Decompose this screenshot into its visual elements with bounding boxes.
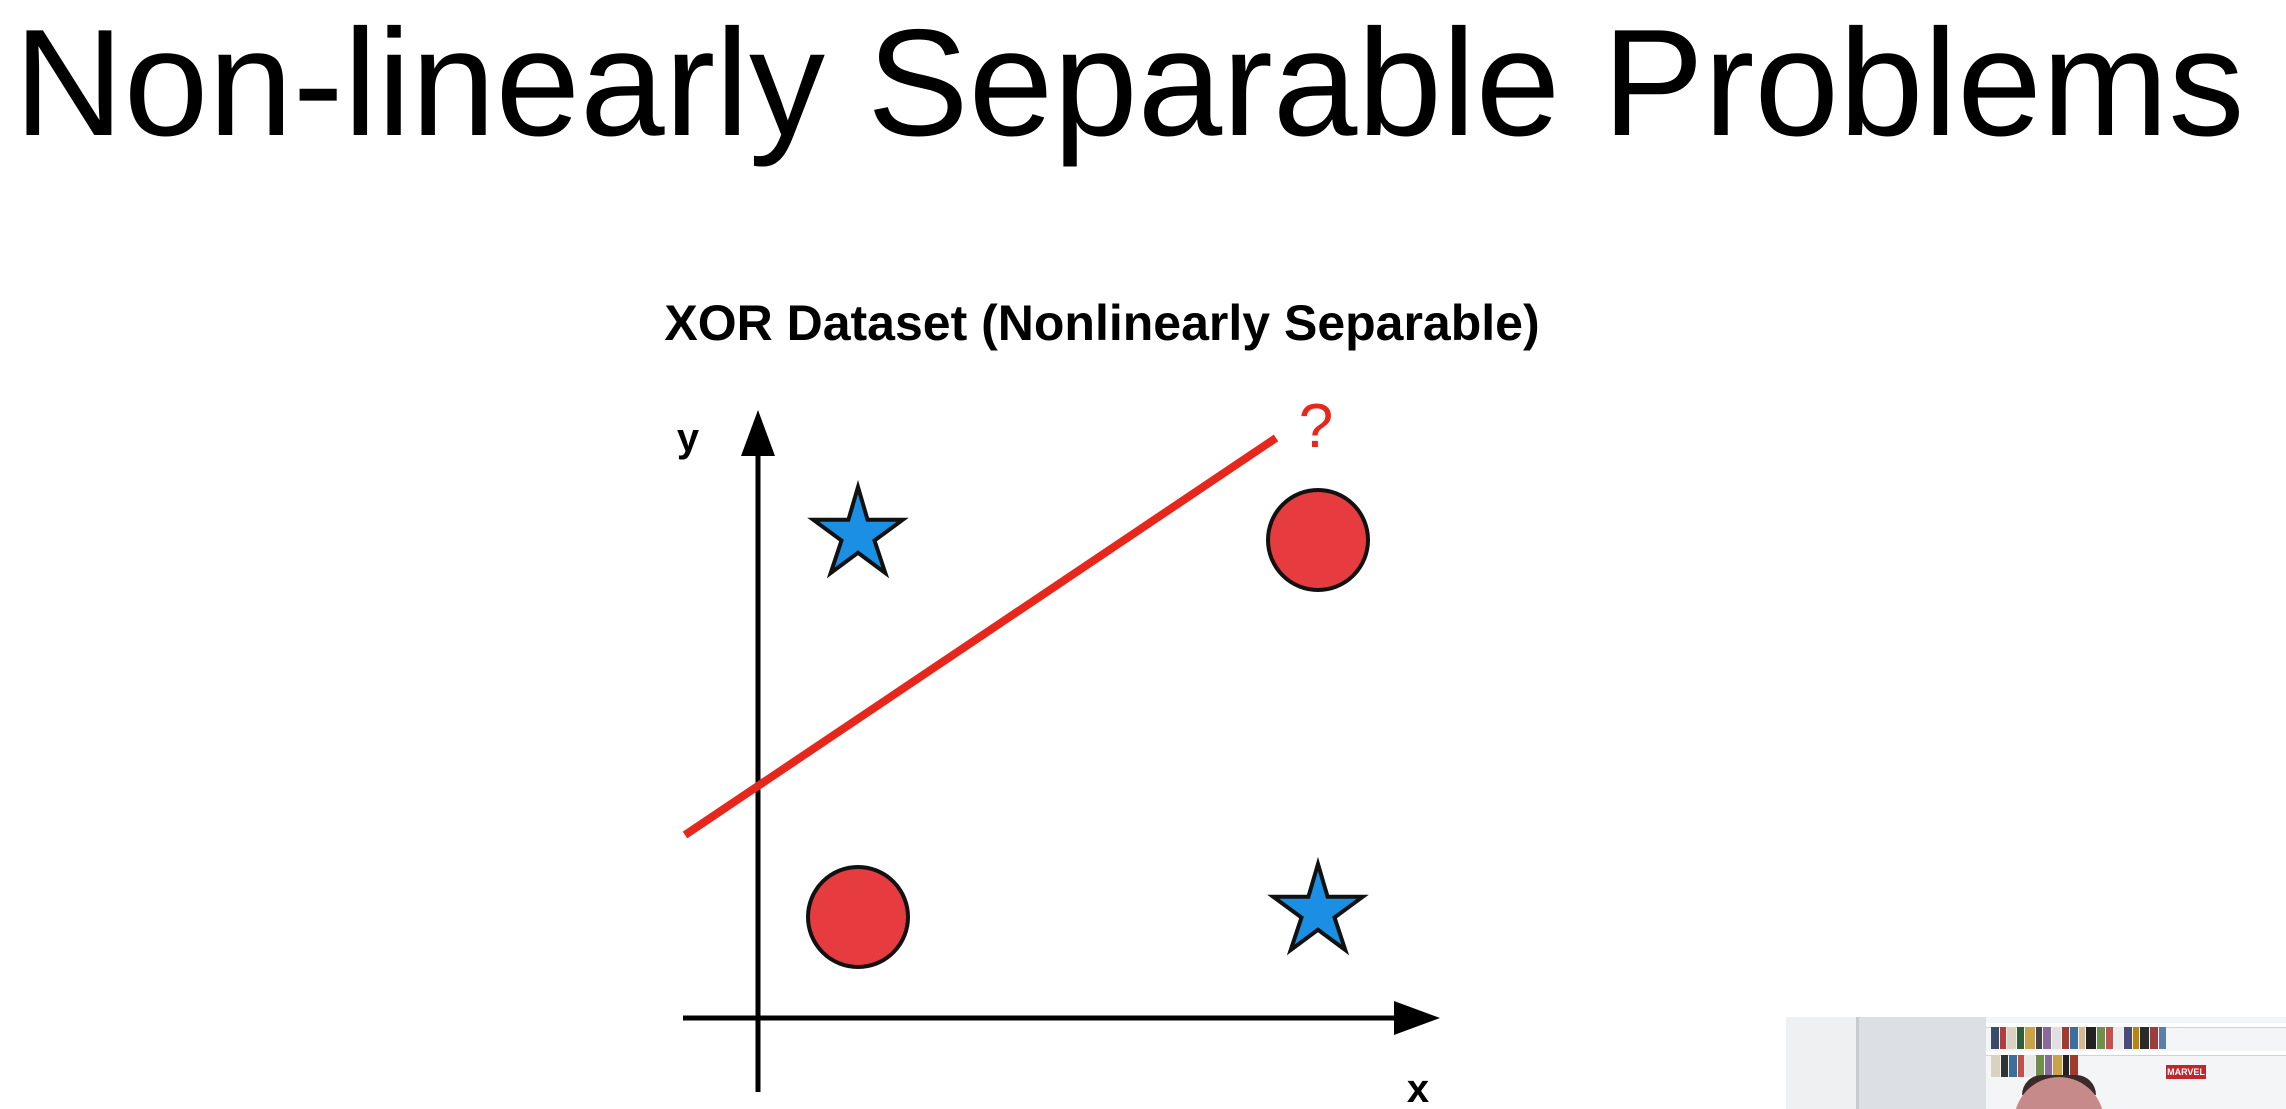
diagram-title: XOR Dataset (Nonlinearly Separable) [664,295,1539,351]
circle-point [806,865,910,969]
webcam-shelf-board [1986,1051,2286,1056]
y-axis-arrowhead [741,410,775,456]
star-point [1267,856,1369,956]
star-point [807,479,909,579]
webcam-books-middle [1991,1055,2161,1077]
circle-point [1266,488,1370,592]
webcam-video: MARVEL [1786,1017,2286,1109]
separator-line [682,434,1279,839]
line-annotation: ? [1299,392,1333,461]
y-axis-label: y [677,416,700,460]
webcam-books-top [1991,1027,2281,1049]
x-axis-arrowhead [1394,1001,1440,1035]
x-axis-label: x [1407,1067,1429,1109]
webcam-door [1856,1017,1989,1109]
slide-title: Non-linearly Separable Problems [14,0,2245,168]
webcam-marvel-badge: MARVEL [2166,1065,2206,1079]
